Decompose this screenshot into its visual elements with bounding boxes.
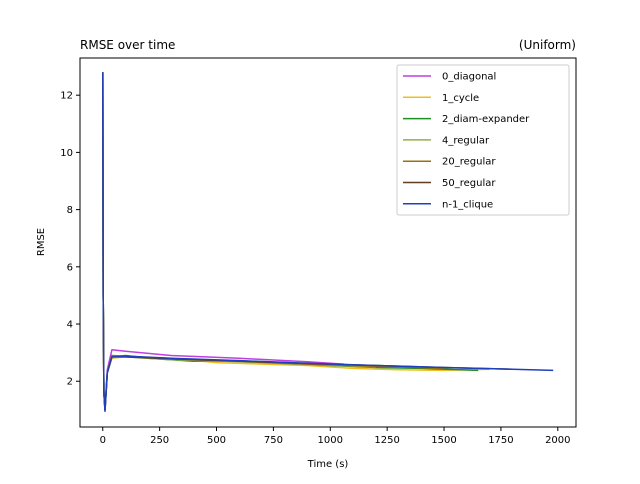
y-tick-label: 6 bbox=[67, 262, 73, 273]
legend-frame bbox=[396, 64, 570, 216]
y-tick-label: 10 bbox=[60, 148, 73, 159]
chart-title: RMSE over time bbox=[80, 38, 175, 52]
y-axis: 2 4 6 8 10 12 bbox=[60, 91, 80, 388]
x-tick-label: 750 bbox=[264, 435, 283, 446]
x-tick-label: 1250 bbox=[374, 435, 399, 446]
x-tick-label: 2000 bbox=[545, 435, 570, 446]
legend: 0_diagonal 1_cycle 2_diam-expander 4_regula… bbox=[396, 64, 570, 216]
plot-lines bbox=[102, 72, 554, 413]
y-tick-label: 8 bbox=[67, 205, 73, 216]
x-tick-label: 1500 bbox=[431, 435, 456, 446]
x-tick-label: 1750 bbox=[488, 435, 513, 446]
x-axis: 0 250 500 750 1000 1250 1500 1750 2000 bbox=[100, 427, 571, 446]
legend-label-2_diam-expander: 2_diam-expander bbox=[442, 114, 530, 125]
legend-label-50_regular: 50_regular bbox=[442, 178, 496, 189]
x-tick-label: 0 bbox=[100, 435, 106, 446]
x-axis-label: Time (s) bbox=[307, 459, 349, 470]
legend-label-1_cycle: 1_cycle bbox=[442, 93, 479, 104]
y-tick-label: 4 bbox=[67, 320, 73, 331]
chart-subtitle: (Uniform) bbox=[519, 38, 576, 52]
y-tick-label: 2 bbox=[67, 377, 73, 388]
y-axis-label: RMSE bbox=[36, 228, 47, 256]
x-tick-label: 500 bbox=[207, 435, 226, 446]
legend-label-0_diagonal: 0_diagonal bbox=[442, 72, 496, 83]
axes-frame bbox=[79, 57, 577, 428]
legend-label-20_regular: 20_regular bbox=[442, 157, 496, 168]
series-line-4_regular bbox=[102, 72, 376, 411]
x-tick-label: 1000 bbox=[318, 435, 343, 446]
legend-label-n-1_clique: n-1_clique bbox=[442, 199, 493, 210]
series-line-n-1_clique bbox=[102, 72, 554, 413]
legend-label-4_regular: 4_regular bbox=[442, 135, 490, 146]
y-tick-label: 12 bbox=[60, 91, 73, 102]
x-tick-label: 250 bbox=[150, 435, 169, 446]
